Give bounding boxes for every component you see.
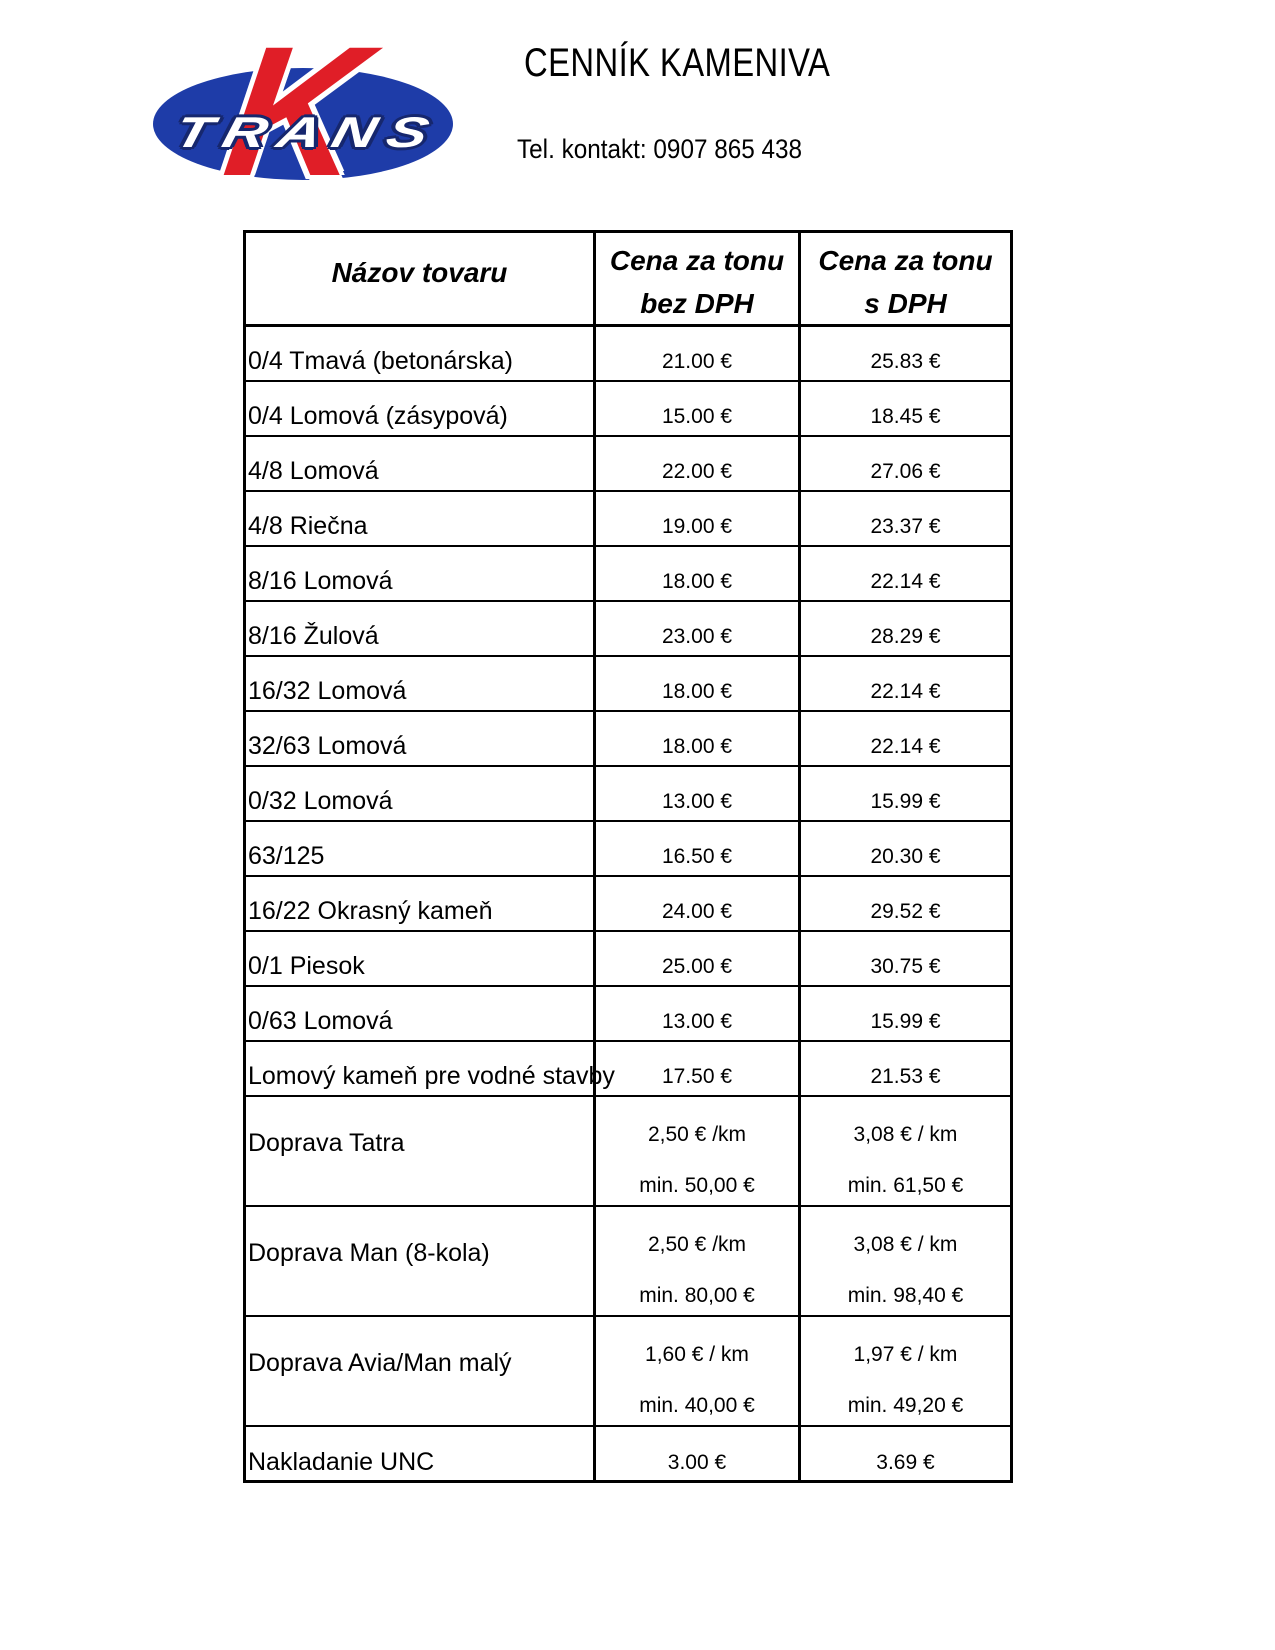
price-s-dph: 27.06 € (798, 434, 1012, 491)
table-row: 8/16 Žulová 23.00 € 28.29 € (243, 599, 1012, 656)
table-row: 16/32 Lomová 18.00 € 22.14 € (243, 654, 1012, 711)
table-row: 63/125 16.50 € 20.30 € (243, 819, 1012, 876)
price-per-km: 2,50 € /km (647, 1122, 747, 1146)
page-title: CENNÍK KAMENIVA (524, 41, 831, 85)
price-minimum: min. 50,00 € (639, 1173, 755, 1197)
price-s-dph: 18.45 € (798, 379, 1012, 436)
price-s-dph: 22.14 € (798, 709, 1012, 766)
product-name: 8/16 Lomová (243, 544, 595, 601)
price-minimum: min. 98,40 € (847, 1283, 964, 1307)
price-s-dph: 1,97 € / km min. 49,20 € (798, 1314, 1012, 1426)
price-per-km: 3,08 € / km (853, 1232, 958, 1256)
table-row: Nakladanie UNC 3.00 € 3.69 € (243, 1424, 1012, 1482)
product-name: 0/32 Lomová (243, 764, 595, 821)
product-name: 32/63 Lomová (243, 709, 595, 766)
price-bez-dph: 3.00 € (593, 1424, 800, 1482)
product-name: 0/63 Lomová (243, 984, 595, 1041)
header-line-bez-dph: bez DPH (640, 288, 754, 319)
price-bez-dph: 24.00 € (593, 874, 800, 931)
table-row: 8/16 Lomová 18.00 € 22.14 € (243, 544, 1012, 601)
table-row: 16/22 Okrasný kameň 24.00 € 29.52 € (243, 874, 1012, 931)
price-minimum: min. 61,50 € (847, 1173, 964, 1197)
product-name: Doprava Man (8-kola) (243, 1204, 595, 1316)
table-row: 4/8 Riečna 19.00 € 23.37 € (243, 489, 1012, 546)
column-header-cena-bez-dph: Cena za tonu bez DPH (593, 230, 800, 327)
price-s-dph: 21.53 € (798, 1039, 1012, 1096)
price-bez-dph: 23.00 € (593, 599, 800, 656)
product-name: 63/125 (243, 819, 595, 876)
table-row: 32/63 Lomová 18.00 € 22.14 € (243, 709, 1012, 766)
product-name: Lomový kameň pre vodné stavby (243, 1039, 615, 1096)
table-row: 0/63 Lomová 13.00 € 15.99 € (243, 984, 1012, 1041)
price-bez-dph: 1,60 € / km min. 40,00 € (593, 1314, 800, 1426)
header-line-s-dph: s DPH (864, 288, 947, 319)
price-s-dph: 23.37 € (798, 489, 1012, 546)
price-s-dph: 25.83 € (798, 324, 1012, 381)
price-per-km: 2,50 € /km (647, 1232, 747, 1256)
price-bez-dph: 22.00 € (593, 434, 800, 491)
price-per-km: 1,60 € / km (645, 1342, 749, 1366)
price-table: Názov tovaru Cena za tonu bez DPH Cena z… (243, 230, 1013, 1483)
price-s-dph: 30.75 € (798, 929, 1012, 986)
header-line-cena-za-tonu: Cena za tonu (818, 245, 993, 276)
price-bez-dph: 19.00 € (593, 489, 800, 546)
table-row: Lomový kameň pre vodné stavby 17.50 € 21… (243, 1039, 1012, 1096)
price-s-dph: 3,08 € / km min. 98,40 € (798, 1204, 1012, 1316)
price-bez-dph: 2,50 € /km min. 50,00 € (593, 1094, 800, 1206)
price-minimum: min. 49,20 € (847, 1393, 964, 1417)
product-name: Nakladanie UNC (243, 1424, 595, 1482)
table-row: 0/1 Piesok 25.00 € 30.75 € (243, 929, 1012, 986)
price-s-dph: 22.14 € (798, 544, 1012, 601)
product-name: 4/8 Riečna (243, 489, 595, 546)
price-per-km: 1,97 € / km (853, 1342, 958, 1366)
column-header-cena-s-dph: Cena za tonu s DPH (798, 230, 1012, 327)
table-row-transport: Doprava Avia/Man malý 1,60 € / km min. 4… (243, 1314, 1012, 1426)
logo-trans-text: TRANS (169, 109, 445, 157)
price-bez-dph: 2,50 € /km min. 80,00 € (593, 1204, 800, 1316)
product-name: 0/1 Piesok (243, 929, 595, 986)
price-s-dph: 3,08 € / km min. 61,50 € (798, 1094, 1012, 1206)
price-minimum: min. 80,00 € (639, 1283, 755, 1307)
price-s-dph: 29.52 € (798, 874, 1012, 931)
table-row: 0/32 Lomová 13.00 € 15.99 € (243, 764, 1012, 821)
price-minimum: min. 40,00 € (639, 1393, 755, 1417)
price-bez-dph: 18.00 € (593, 544, 800, 601)
price-s-dph: 22.14 € (798, 654, 1012, 711)
price-bez-dph: 25.00 € (593, 929, 800, 986)
price-bez-dph: 21.00 € (593, 324, 800, 381)
price-s-dph: 28.29 € (798, 599, 1012, 656)
price-bez-dph: 16.50 € (593, 819, 800, 876)
price-s-dph: 15.99 € (798, 984, 1012, 1041)
table-row: 4/8 Lomová 22.00 € 27.06 € (243, 434, 1012, 491)
price-bez-dph: 13.00 € (593, 764, 800, 821)
product-name: 4/8 Lomová (243, 434, 595, 491)
product-name: Doprava Avia/Man malý (243, 1314, 595, 1426)
price-per-km: 3,08 € / km (853, 1122, 958, 1146)
column-header-nazov-tovaru: Názov tovaru (243, 230, 595, 327)
price-bez-dph: 18.00 € (593, 709, 800, 766)
product-name: 16/22 Okrasný kameň (243, 874, 595, 931)
contact-phone-line: Tel. kontakt: 0907 865 438 (517, 134, 803, 164)
price-bez-dph: 17.50 € (593, 1039, 800, 1096)
table-row-transport: Doprava Tatra 2,50 € /km min. 50,00 € 3,… (243, 1094, 1012, 1206)
table-row: 0/4 Lomová (zásypová) 15.00 € 18.45 € (243, 379, 1012, 436)
price-bez-dph: 15.00 € (593, 379, 800, 436)
logo-oval (153, 68, 453, 180)
table-header-row: Názov tovaru Cena za tonu bez DPH Cena z… (243, 230, 1012, 327)
price-bez-dph: 13.00 € (593, 984, 800, 1041)
product-name: 16/32 Lomová (243, 654, 595, 711)
price-s-dph: 3.69 € (798, 1424, 1012, 1482)
product-name: Doprava Tatra (243, 1094, 595, 1206)
price-s-dph: 15.99 € (798, 764, 1012, 821)
product-name: 0/4 Tmavá (betonárska) (243, 324, 595, 381)
price-bez-dph: 18.00 € (593, 654, 800, 711)
price-s-dph: 20.30 € (798, 819, 1012, 876)
product-name: 0/4 Lomová (zásypová) (243, 379, 595, 436)
header-line-cena-za-tonu: Cena za tonu (609, 245, 785, 276)
table-row: 0/4 Tmavá (betonárska) 21.00 € 25.83 € (243, 324, 1012, 381)
ktrans-logo: K TRANS (148, 9, 460, 215)
product-name: 8/16 Žulová (243, 599, 595, 656)
table-row-transport: Doprava Man (8-kola) 2,50 € /km min. 80,… (243, 1204, 1012, 1316)
